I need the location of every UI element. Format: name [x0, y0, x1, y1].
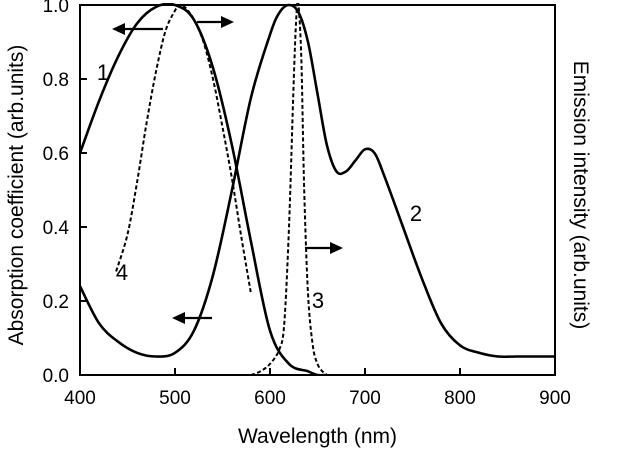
curve-label-3: 3: [312, 288, 324, 313]
curve-label-2: 2: [410, 201, 422, 226]
right-axis-arrow-curve-3: [305, 242, 343, 254]
plot-frame: [79, 4, 556, 376]
y-tick-label: 1.0: [43, 0, 69, 17]
x-axis-title: Wavelength (nm): [238, 425, 397, 448]
axis-indicator-arrows: [112, 16, 343, 324]
y-axis-title-left: Absorption coefficient (arb.units): [5, 45, 28, 346]
y-tick-label: 0.2: [43, 292, 69, 313]
x-tick-label: 600: [254, 388, 286, 409]
curve-label-1: 1: [97, 60, 109, 85]
axis-ticks: [79, 4, 556, 376]
series-line-3: [250, 3, 328, 375]
y-tick-label: 0.0: [43, 366, 69, 387]
x-tick-label: 500: [159, 388, 191, 409]
left-axis-arrow-curve-2: [172, 312, 212, 324]
y-tick-label: 0.6: [43, 144, 69, 165]
plot-border: [79, 4, 556, 376]
series-line-4: [115, 3, 252, 294]
x-tick-label: 900: [539, 388, 571, 409]
series-lines: [80, 3, 555, 375]
series-line-1: [80, 3, 327, 375]
y-tick-label: 0.8: [43, 70, 69, 91]
x-tick-label: 800: [444, 388, 476, 409]
right-axis-arrow-curve-4: [197, 16, 234, 28]
labels: 400 500 600 700 800 900 0.0 0.2 0.4 0.6 0.8 1.0 Wave…: [5, 0, 592, 448]
left-axis-arrow-curve-1: [112, 23, 163, 35]
x-tick-label: 700: [349, 388, 381, 409]
y-axis-title-right: Emission intensity (arb.units): [569, 61, 592, 329]
y-tick-label: 0.4: [43, 218, 70, 239]
curve-label-4: 4: [116, 260, 128, 285]
x-tick-label: 400: [64, 388, 96, 409]
series-line-2: [80, 3, 555, 359]
